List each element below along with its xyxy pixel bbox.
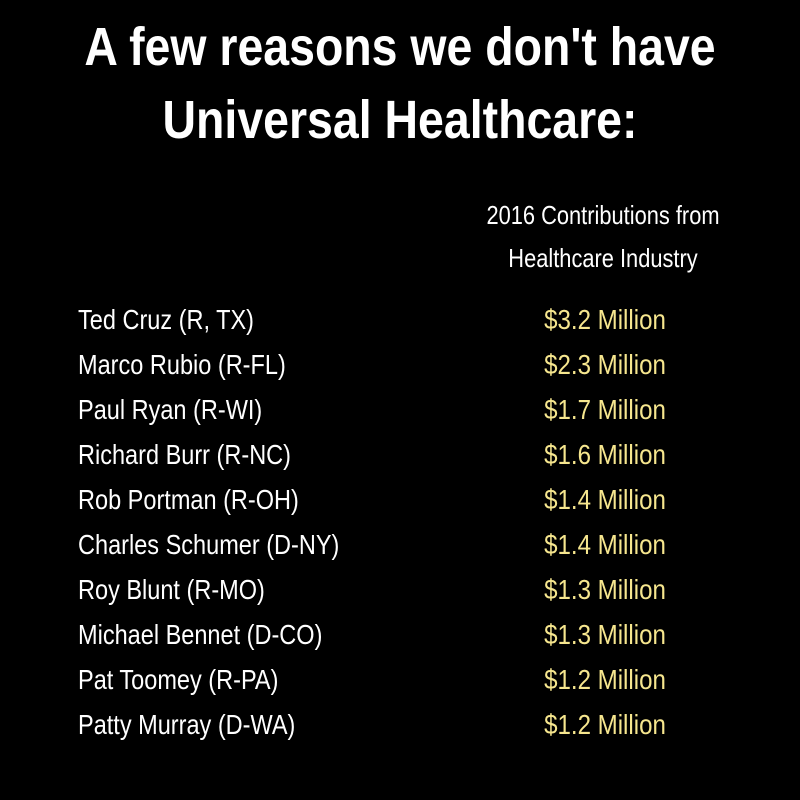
contribution-amount: $2.3 Million bbox=[544, 349, 666, 380]
senator-name: Richard Burr (R-NC) bbox=[78, 439, 292, 470]
title-line: Universal Healthcare: bbox=[162, 90, 638, 150]
senator-name: Rob Portman (R-OH) bbox=[78, 484, 299, 515]
contribution-amount: $1.3 Million bbox=[544, 574, 666, 605]
senator-name: Charles Schumer (D-NY) bbox=[78, 529, 340, 560]
column-header: Healthcare Industry bbox=[508, 243, 698, 273]
contribution-amount: $1.4 Million bbox=[544, 529, 666, 560]
contribution-amount: $1.2 Million bbox=[544, 664, 666, 695]
senator-name: Marco Rubio (R-FL) bbox=[78, 349, 286, 380]
senator-name: Michael Bennet (D-CO) bbox=[78, 619, 323, 650]
contribution-amount: $1.7 Million bbox=[544, 394, 666, 425]
senator-name: Pat Toomey (R-PA) bbox=[78, 664, 279, 695]
senator-name: Ted Cruz (R, TX) bbox=[78, 304, 255, 335]
senator-name: Patty Murray (D-WA) bbox=[78, 709, 296, 740]
contribution-amount: $1.6 Million bbox=[544, 439, 666, 470]
senator-name: Paul Ryan (R-WI) bbox=[78, 394, 263, 425]
contribution-amount: $1.3 Million bbox=[544, 619, 666, 650]
column-header: 2016 Contributions from bbox=[486, 200, 720, 230]
senator-name: Roy Blunt (R-MO) bbox=[78, 574, 265, 605]
title-line: A few reasons we don't have bbox=[84, 17, 716, 77]
contribution-amount: $1.4 Million bbox=[544, 484, 666, 515]
contribution-amount: $1.2 Million bbox=[544, 709, 666, 740]
contribution-amount: $3.2 Million bbox=[544, 304, 666, 335]
